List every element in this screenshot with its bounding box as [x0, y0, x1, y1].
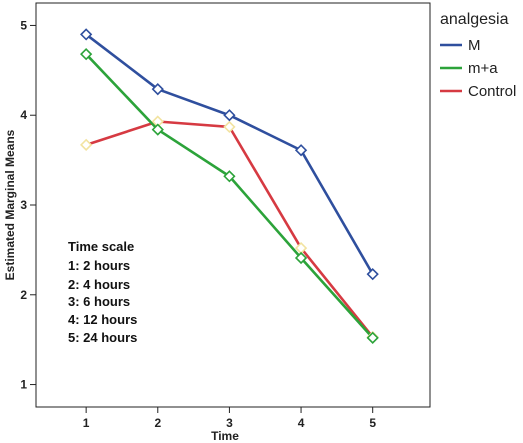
y-axis-title: Estimated Marginal Means: [3, 129, 17, 280]
legend-title: analgesia: [440, 11, 509, 28]
x-axis-title: Time: [211, 429, 239, 443]
annotation-line: 4: 12 hours: [68, 312, 137, 327]
data-point-m-a: [80, 48, 93, 61]
legend-label: M: [468, 37, 481, 54]
annotation-line: 5: 24 hours: [68, 330, 137, 345]
data-point-m: [151, 83, 164, 96]
x-tick-label: 1: [83, 416, 90, 430]
annotation-line: 1: 2 hours: [68, 258, 130, 273]
data-point-m: [294, 144, 308, 157]
y-tick-label: 4: [20, 108, 27, 122]
data-point-control: [223, 120, 236, 134]
data-point-m-a: [223, 170, 236, 183]
annotation-line: 2: 4 hours: [68, 277, 130, 292]
legend-label: m+a: [468, 60, 498, 77]
y-tick-label: 5: [20, 18, 27, 32]
data-point-m: [223, 109, 236, 122]
legend: analgesia Mm+a Control: [440, 11, 516, 100]
y-tick-label: 1: [20, 378, 27, 392]
data-point-m: [366, 267, 379, 281]
series-markers: [80, 28, 379, 345]
data-point-m-a: [294, 251, 308, 265]
x-axis: 1 2 3 4 5: [83, 407, 376, 430]
y-tick-label: 3: [20, 198, 27, 212]
y-axis: 1 2 3 4 5: [20, 18, 36, 392]
x-tick-label: 5: [369, 416, 376, 430]
legend-label: Control: [468, 83, 516, 100]
x-tick-label: 3: [226, 416, 233, 430]
y-tick-label: 2: [20, 288, 27, 302]
annotation-line: 3: 6 hours: [68, 294, 130, 309]
data-point-m-a: [366, 331, 379, 345]
data-point-control: [80, 138, 93, 151]
x-tick-label: 2: [154, 416, 161, 430]
annotation-line: Time scale: [68, 239, 134, 254]
x-tick-label: 4: [298, 416, 305, 430]
time-scale-annotation: Time scale 1: 2 hours 2: 4 hours 3: 6 ho…: [68, 239, 137, 345]
data-point-m: [80, 28, 93, 41]
data-point-m-a: [151, 123, 164, 136]
